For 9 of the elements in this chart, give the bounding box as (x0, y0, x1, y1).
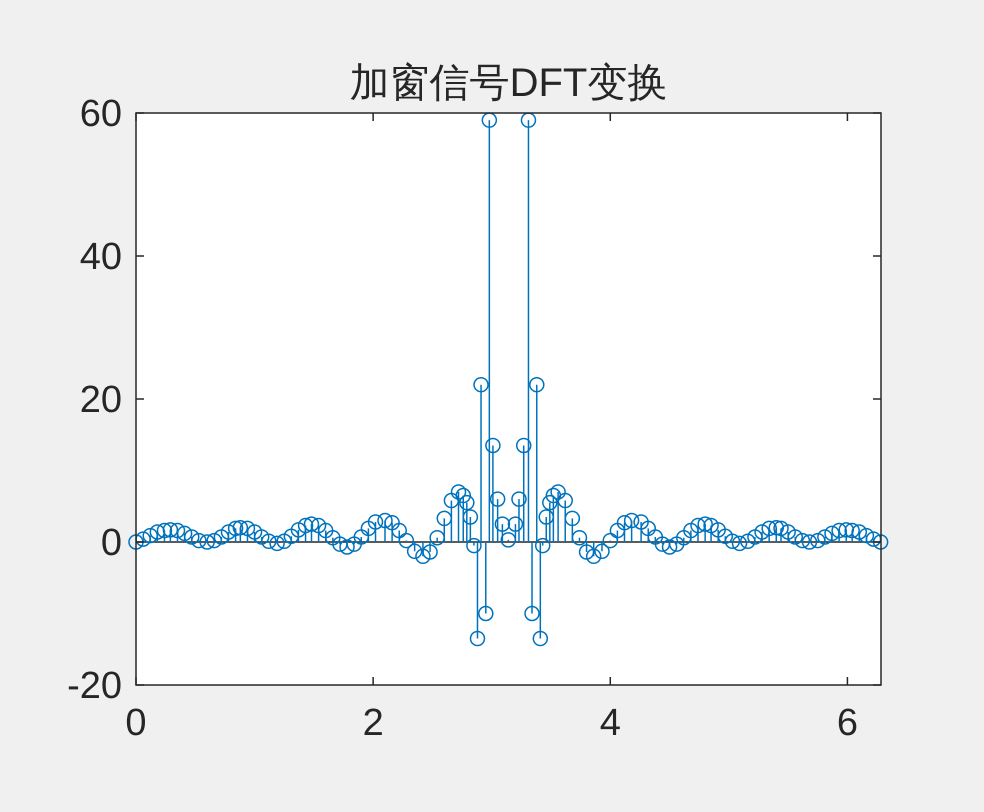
x-tick-label: 4 (600, 702, 621, 744)
y-tick-label: -20 (67, 665, 122, 707)
title: 加窗信号DFT变换 (350, 61, 668, 105)
y-tick-label: 0 (100, 522, 122, 564)
x-tick-label: 6 (836, 702, 858, 744)
y-tick-label: 40 (80, 236, 122, 278)
y-tick-label: 60 (80, 93, 122, 135)
y-tick-label: 20 (80, 379, 122, 421)
x-tick-label: 2 (362, 702, 384, 744)
